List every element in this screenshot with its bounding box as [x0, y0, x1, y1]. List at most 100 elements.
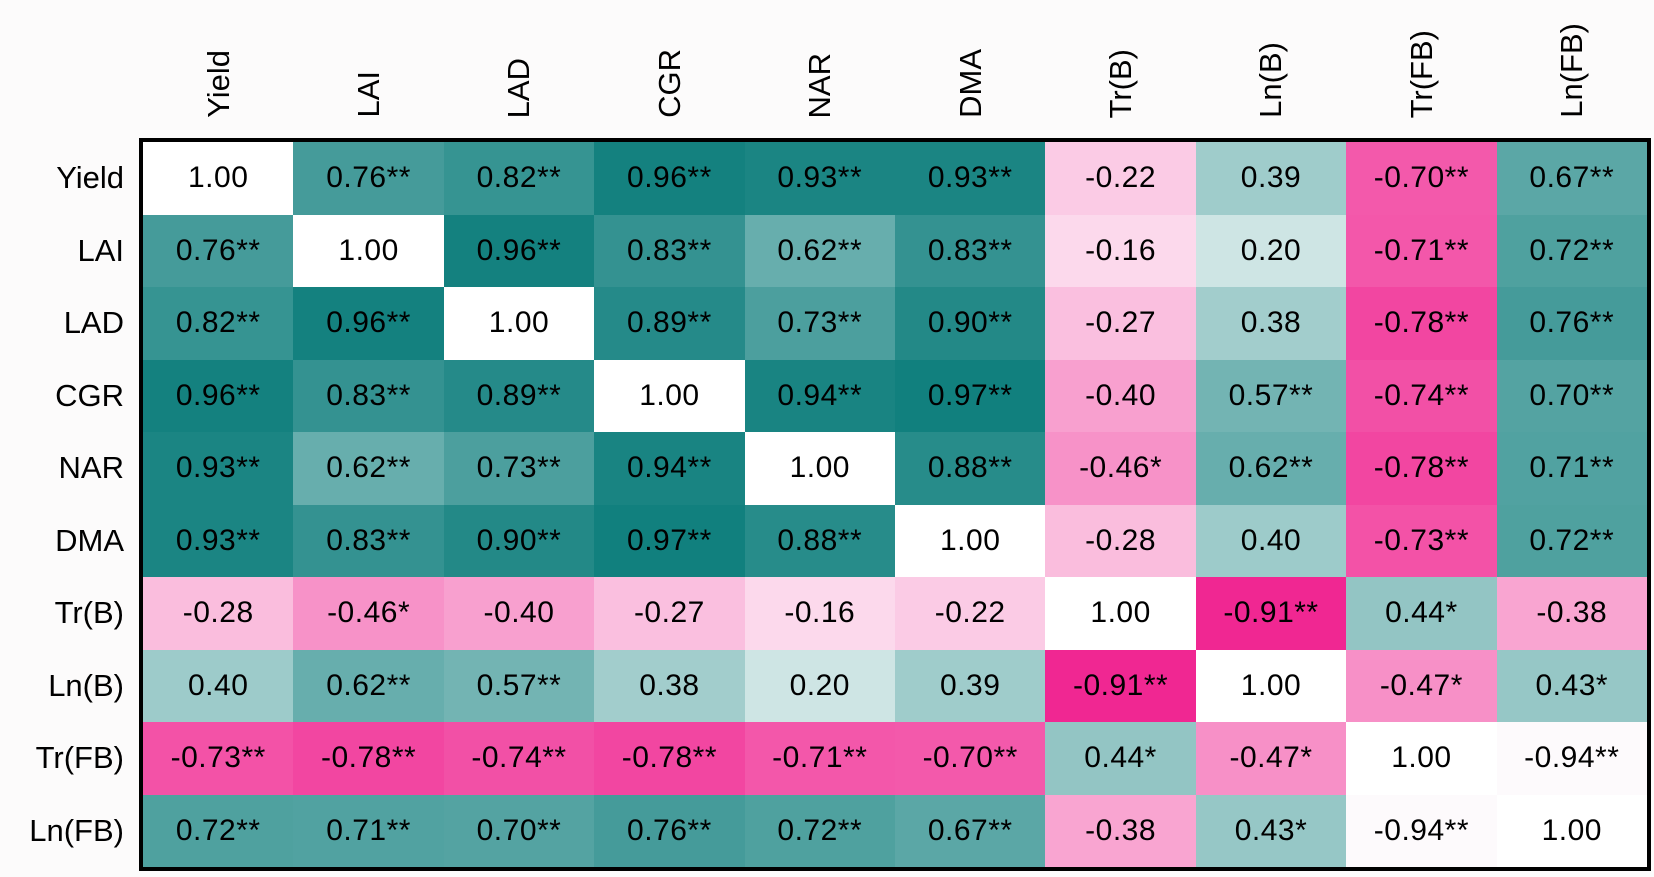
row-label-ln-fb: Ln(FB)	[29, 812, 124, 848]
row-label-yield: Yield	[56, 160, 124, 196]
column-header-label: Ln(FB)	[1554, 23, 1590, 118]
matrix-cell-tr-fb-ln-b: -0.47*	[1195, 722, 1347, 795]
matrix-cell-dma-tr-fb: -0.73**	[1346, 504, 1497, 577]
matrix-cell-tr-b-lad: -0.40	[443, 577, 595, 650]
matrix-cell-yield-dma: 0.93**	[894, 142, 1046, 215]
matrix-cell-cgr-ln-b: 0.57**	[1195, 359, 1347, 432]
matrix-cell-yield-lai: 0.76**	[293, 142, 444, 215]
column-headers: Yield LAI LAD CGR NAR DMA Tr(B) Ln(B) Tr(FB) Ln(F…	[143, 0, 1647, 136]
matrix-cell-lai-ln-fb: 0.72**	[1496, 214, 1647, 287]
matrix-cell-tr-fb-tr-b: 0.44*	[1045, 722, 1196, 795]
matrix-cell-yield-nar: 0.93**	[744, 142, 895, 215]
matrix-cell-ln-fb-yield: 0.72**	[143, 794, 294, 867]
column-header-label: LAD	[501, 57, 537, 118]
column-header-label: LAI	[351, 71, 387, 118]
matrix-cell-lai-yield: 0.76**	[143, 214, 294, 287]
column-header-ln-b: Ln(B)	[1196, 0, 1346, 136]
matrix-cell-tr-b-cgr: -0.27	[594, 577, 745, 650]
matrix-cell-ln-b-ln-fb: 0.43*	[1496, 649, 1647, 722]
matrix-cell-cgr-ln-fb: 0.70**	[1496, 359, 1647, 432]
matrix-cell-cgr-yield: 0.96**	[143, 359, 294, 432]
row-label-lai: LAI	[77, 232, 124, 268]
matrix-cell-dma-cgr: 0.97**	[594, 504, 745, 577]
matrix-cell-dma-lai: 0.83**	[293, 504, 444, 577]
matrix-cell-cgr-lai: 0.83**	[293, 359, 444, 432]
matrix-cell-yield-yield: 1.00	[143, 142, 294, 215]
matrix-cell-cgr-tr-fb: -0.74**	[1346, 359, 1497, 432]
matrix-cell-lad-nar: 0.73**	[744, 287, 895, 360]
matrix-cell-nar-cgr: 0.94**	[594, 432, 745, 505]
matrix-cell-dma-ln-fb: 0.72**	[1496, 504, 1647, 577]
matrix-cell-tr-b-nar: -0.16	[744, 577, 895, 650]
column-header-lad: LAD	[444, 0, 594, 136]
matrix-cell-lai-lad: 0.96**	[443, 214, 595, 287]
matrix-cell-ln-b-tr-fb: -0.47*	[1346, 649, 1497, 722]
matrix-cell-yield-tr-fb: -0.70**	[1346, 142, 1497, 215]
column-header-label: CGR	[651, 49, 687, 118]
matrix-cell-tr-b-ln-b: -0.91**	[1195, 577, 1347, 650]
matrix-cell-tr-b-yield: -0.28	[143, 577, 294, 650]
column-header-nar: NAR	[745, 0, 895, 136]
matrix-cell-cgr-dma: 0.97**	[894, 359, 1046, 432]
heatmap-grid: 1.00 0.76** 0.82** 0.96** 0.93** 0.93** -0.22 0…	[139, 138, 1651, 871]
matrix-cell-ln-b-cgr: 0.38	[594, 649, 745, 722]
matrix-cell-ln-fb-lai: 0.71**	[293, 794, 444, 867]
row-label-tr-fb: Tr(FB)	[35, 740, 124, 776]
matrix-cell-tr-b-lai: -0.46*	[293, 577, 444, 650]
column-header-tr-b: Tr(B)	[1045, 0, 1195, 136]
matrix-cell-nar-ln-b: 0.62**	[1195, 432, 1347, 505]
matrix-cell-tr-fb-dma: -0.70**	[894, 722, 1046, 795]
column-header-label: NAR	[802, 52, 838, 118]
matrix-cell-dma-yield: 0.93**	[143, 504, 294, 577]
matrix-cell-lai-ln-b: 0.20	[1195, 214, 1347, 287]
matrix-cell-ln-b-tr-b: -0.91**	[1045, 649, 1196, 722]
row-labels: Yield LAI LAD CGR NAR DMA Tr(B) Ln(B) Tr(FB) Ln(F…	[0, 142, 131, 867]
matrix-cell-lai-tr-b: -0.16	[1045, 214, 1196, 287]
matrix-cell-ln-fb-cgr: 0.76**	[594, 794, 745, 867]
column-header-label: Tr(B)	[1103, 48, 1139, 118]
matrix-cell-lai-cgr: 0.83**	[594, 214, 745, 287]
column-header-label: Tr(FB)	[1403, 29, 1439, 118]
matrix-cell-nar-tr-fb: -0.78**	[1346, 432, 1497, 505]
matrix-cell-cgr-lad: 0.89**	[443, 359, 595, 432]
matrix-cell-yield-tr-b: -0.22	[1045, 142, 1196, 215]
matrix-cell-tr-fb-nar: -0.71**	[744, 722, 895, 795]
column-header-dma: DMA	[895, 0, 1045, 136]
column-header-ln-fb: Ln(FB)	[1497, 0, 1647, 136]
matrix-cell-yield-cgr: 0.96**	[594, 142, 745, 215]
row-label-cgr: CGR	[55, 377, 124, 413]
row-label-ln-b: Ln(B)	[48, 667, 124, 703]
matrix-cell-yield-ln-fb: 0.67**	[1496, 142, 1647, 215]
matrix-cell-nar-lai: 0.62**	[293, 432, 444, 505]
matrix-cell-tr-b-tr-fb: 0.44*	[1346, 577, 1497, 650]
column-header-label: DMA	[952, 49, 988, 118]
matrix-cell-ln-b-ln-b: 1.00	[1195, 649, 1347, 722]
matrix-cell-ln-fb-ln-b: 0.43*	[1195, 794, 1347, 867]
row-label-lad: LAD	[63, 305, 124, 341]
column-header-yield: Yield	[143, 0, 293, 136]
matrix-cell-tr-fb-lai: -0.78**	[293, 722, 444, 795]
matrix-cell-tr-b-ln-fb: -0.38	[1496, 577, 1647, 650]
matrix-cell-ln-fb-nar: 0.72**	[744, 794, 895, 867]
column-header-tr-fb: Tr(FB)	[1346, 0, 1496, 136]
matrix-cell-lad-cgr: 0.89**	[594, 287, 745, 360]
matrix-cell-ln-b-lai: 0.62**	[293, 649, 444, 722]
matrix-cell-cgr-cgr: 1.00	[594, 359, 745, 432]
matrix-cell-tr-fb-cgr: -0.78**	[594, 722, 745, 795]
matrix-cell-lad-yield: 0.82**	[143, 287, 294, 360]
matrix-cell-ln-b-yield: 0.40	[143, 649, 294, 722]
matrix-cell-nar-lad: 0.73**	[443, 432, 595, 505]
row-label-dma: DMA	[55, 522, 124, 558]
matrix-cell-cgr-tr-b: -0.40	[1045, 359, 1196, 432]
matrix-cell-tr-fb-lad: -0.74**	[443, 722, 595, 795]
matrix-cell-ln-fb-tr-fb: -0.94**	[1346, 794, 1497, 867]
matrix-cell-tr-fb-yield: -0.73**	[143, 722, 294, 795]
column-header-cgr: CGR	[594, 0, 744, 136]
row-label-tr-b: Tr(B)	[54, 595, 124, 631]
matrix-cell-dma-tr-b: -0.28	[1045, 504, 1196, 577]
matrix-cell-lad-lad: 1.00	[443, 287, 595, 360]
matrix-cell-lad-tr-fb: -0.78**	[1346, 287, 1497, 360]
matrix-cell-lai-dma: 0.83**	[894, 214, 1046, 287]
matrix-cell-lad-tr-b: -0.27	[1045, 287, 1196, 360]
column-header-label: Yield	[200, 50, 236, 118]
